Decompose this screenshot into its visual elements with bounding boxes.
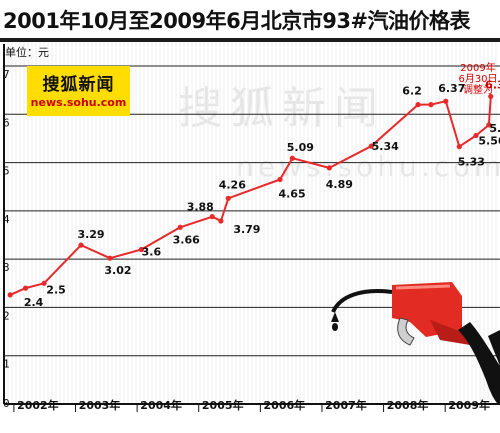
logo-text-cn: 搜狐新闻 — [42, 75, 115, 95]
price-label-14: 6.2 — [402, 85, 422, 98]
price-label-1: 2.4 — [24, 296, 44, 309]
price-label-19: 5.89 — [489, 122, 500, 135]
price-point-8 — [218, 218, 224, 224]
x-tick-labels: 2002年 2003年 2004年 2005年 2006年 2007年 2008年 2009年 — [13, 398, 490, 412]
price-label-4: 3.02 — [104, 264, 131, 277]
note-line-date: 6月30日 — [458, 74, 498, 85]
price-line — [9, 96, 492, 296]
price-label-8: 3.79 — [233, 223, 260, 236]
x-tick-label-0: 2002年 — [17, 398, 59, 412]
price-label-11: 5.09 — [287, 141, 314, 154]
sohu-news-logo: 搜狐新闻 news.sohu.com — [27, 66, 130, 116]
note-line-year: 2009年 — [460, 63, 496, 74]
y-tick-label-7: 7 — [3, 68, 10, 81]
y-tick-label-2: 2 — [3, 309, 10, 322]
y-tick-label-1: 1 — [3, 358, 10, 371]
y-axis-unit-label: 单位：元 — [5, 45, 49, 59]
price-labels: 2.42.5 3.29 3.02 3.6 3.66 3.88 3.79 4.26 4.65 5.0… — [24, 78, 500, 309]
price-label-3: 3.29 — [77, 228, 104, 241]
x-tick-label-6: 2008年 — [387, 398, 429, 412]
note-line-adjust: 调整为 — [463, 85, 493, 96]
price-label-16: 6.37 — [438, 82, 465, 95]
price-point-20 — [488, 93, 494, 100]
y-tick-label-6: 6 — [3, 116, 10, 129]
price-point-2 — [41, 280, 47, 286]
x-tick-label-2: 2004年 — [140, 398, 182, 412]
x-tick-label-5: 2007年 — [325, 398, 367, 412]
price-point-1 — [22, 285, 29, 291]
price-series — [9, 96, 492, 296]
price-label-6: 3.66 — [173, 233, 200, 246]
watermark-cn: 搜狐新闻 — [178, 83, 386, 134]
price-label-7: 3.88 — [187, 201, 214, 214]
title-rule — [0, 38, 500, 42]
y-tick-labels: 0 1 2 3 4 5 6 7 — [3, 68, 10, 410]
x-tick-label-3: 2005年 — [202, 398, 244, 412]
price-point-3 — [78, 242, 84, 248]
oil-drop-icon — [332, 323, 338, 331]
price-label-2: 2.5 — [46, 283, 66, 296]
price-point-19 — [486, 122, 492, 128]
price-point-11 — [289, 155, 295, 161]
x-tick-label-7: 2009年 — [448, 398, 490, 412]
price-point-14 — [415, 102, 421, 108]
price-label-12: 4.89 — [326, 178, 353, 191]
price-point-9 — [225, 195, 231, 201]
price-label-17: 5.33 — [458, 156, 485, 169]
price-point-13 — [368, 143, 374, 149]
price-point-17 — [456, 144, 462, 150]
price-point-0 — [7, 292, 13, 298]
price-label-10: 4.65 — [278, 187, 305, 200]
price-point-12 — [326, 165, 332, 171]
y-tick-label-0: 0 — [3, 397, 10, 410]
chart-title: 2001年10月至2009年6月北京市93#汽油价格表 — [3, 9, 471, 33]
price-point-4 — [107, 255, 113, 261]
price-label-9: 4.26 — [219, 178, 246, 191]
price-point-18 — [473, 132, 479, 139]
y-tick-label-5: 5 — [3, 165, 10, 178]
price-label-20: 6.37 — [485, 78, 500, 91]
logo-text-en: news.sohu.com — [30, 96, 127, 109]
price-point-15 — [428, 102, 434, 108]
price-points — [7, 93, 494, 298]
price-label-13: 5.34 — [372, 140, 399, 153]
price-point-16 — [443, 98, 449, 104]
y-tick-label-3: 3 — [3, 261, 10, 274]
price-point-7 — [209, 214, 215, 220]
y-tick-label-4: 4 — [3, 213, 10, 226]
price-point-6 — [177, 224, 183, 230]
price-point-10 — [277, 176, 283, 183]
x-tick-label-1: 2003年 — [79, 398, 121, 412]
x-tick-label-4: 2006年 — [264, 398, 306, 412]
price-point-5 — [138, 246, 145, 253]
price-label-5: 3.6 — [142, 245, 162, 258]
fuel-nozzle-icon — [331, 282, 500, 404]
axes: 单位：元 — [3, 44, 500, 405]
adjustment-note: 2009年 6月30日 调整为 — [456, 63, 500, 96]
price-label-18: 5.56 — [478, 135, 500, 148]
